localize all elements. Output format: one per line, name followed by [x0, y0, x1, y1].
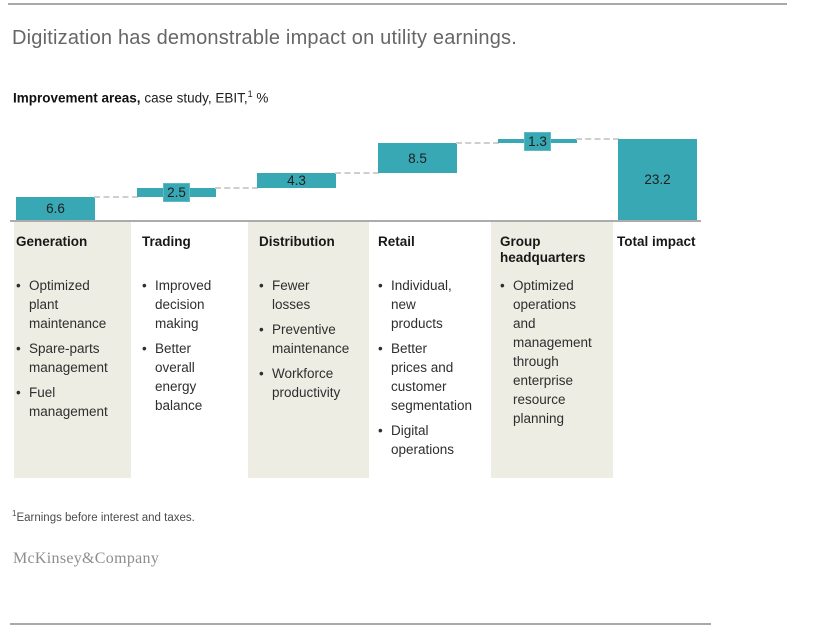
subtitle-suffix: % — [252, 90, 269, 106]
connector-line — [335, 172, 379, 175]
bullet-marker: • — [500, 278, 505, 293]
connector-line — [576, 137, 619, 140]
bullet-item: • Improved decision making — [142, 278, 212, 331]
column-shade-distribution — [248, 222, 369, 478]
column-bullets-trading: • Improved decision making • Better overall ene… — [142, 276, 224, 421]
bullet-item: • Individual, new products — [378, 278, 452, 331]
bullet-item: • Workforce productivity — [259, 366, 341, 400]
bullet-item: • Fewer losses — [259, 278, 311, 312]
value-label: 2.5 — [167, 185, 186, 201]
footnote-text: Earnings before interest and taxes. — [16, 511, 195, 524]
bullet-item: • Preventive maintenance — [259, 322, 350, 356]
value-chip-trading: 2.5 — [163, 183, 190, 203]
page-title: Digitization has demonstrable impact on … — [12, 27, 517, 49]
footnote-superscript: 1 — [12, 509, 17, 518]
bullet-item: • Optimized plant maintenance — [16, 278, 107, 331]
column-header-group-headquarters: Group headquarters — [500, 234, 586, 265]
bullet-marker: • — [259, 366, 264, 381]
value-label: 23.2 — [644, 171, 671, 187]
bullet-marker: • — [16, 341, 21, 356]
subtitle-regular: case study, EBIT, — [140, 90, 248, 106]
bullet-item: • Better prices and customer segmentation — [378, 341, 473, 413]
subtitle-bold: Improvement areas, — [13, 90, 141, 106]
top-rule — [8, 3, 787, 5]
bullet-marker: • — [142, 278, 147, 293]
chart-baseline — [10, 220, 701, 222]
value-label: 4.3 — [287, 173, 306, 189]
bullet-marker: • — [142, 341, 147, 356]
column-bullets-retail: • Individual, new products • Better prices and… — [378, 276, 474, 465]
connector-line — [215, 187, 258, 190]
bar-distribution — [257, 173, 336, 189]
bar-total-impact — [618, 138, 697, 220]
value-label: 6.6 — [46, 200, 65, 216]
value-label: 1.3 — [528, 133, 547, 149]
column-bullets-group-headquarters: • Optimized operations and management through… — [500, 276, 606, 434]
column-header-distribution: Distribution — [259, 234, 335, 249]
bar-retail — [378, 143, 457, 174]
bullet-marker: • — [16, 385, 21, 400]
connector-line — [94, 195, 138, 198]
column-header-trading: Trading — [142, 234, 191, 249]
bullet-item: • Spare-parts management — [16, 341, 108, 375]
footnote: 1Earnings before interest and taxes. — [12, 509, 195, 524]
bullet-item: • Better overall energy balance — [142, 341, 203, 413]
subtitle-footnote-ref: 1 — [247, 89, 253, 99]
bullet-marker: • — [378, 423, 383, 438]
column-bullets-distribution: • Fewer losses • Preventive maintenance • Workf… — [259, 276, 363, 408]
column-shade-generation — [14, 222, 131, 478]
chart-subtitle: Improvement areas, case study, EBIT,1 % — [13, 89, 268, 106]
bullet-item: • Fuel management — [16, 385, 108, 419]
mckinsey-logo: McKinsey&Company — [13, 550, 160, 567]
bullet-marker: • — [16, 278, 21, 293]
bullet-item: • Digital operations — [378, 423, 455, 457]
column-shade-group-headquarters — [491, 222, 613, 478]
bullet-item: • Optimized operations and management through… — [500, 278, 592, 426]
column-header-retail: Retail — [378, 234, 415, 249]
column-header-generation: Generation — [16, 234, 88, 249]
column-bullets-generation: • Optimized plant maintenance • Spare-parts ma… — [16, 276, 122, 427]
value-chip-group-headquarters: 1.3 — [524, 131, 551, 151]
bullet-marker: • — [378, 341, 383, 356]
connector-line — [456, 142, 499, 145]
bottom-rule — [10, 623, 711, 625]
column-header-total-impact: Total impact — [617, 234, 696, 249]
bullet-marker: • — [259, 322, 264, 337]
value-label: 8.5 — [408, 150, 427, 166]
bullet-marker: • — [259, 278, 264, 293]
bar-generation — [16, 196, 95, 220]
bullet-marker: • — [378, 278, 383, 293]
